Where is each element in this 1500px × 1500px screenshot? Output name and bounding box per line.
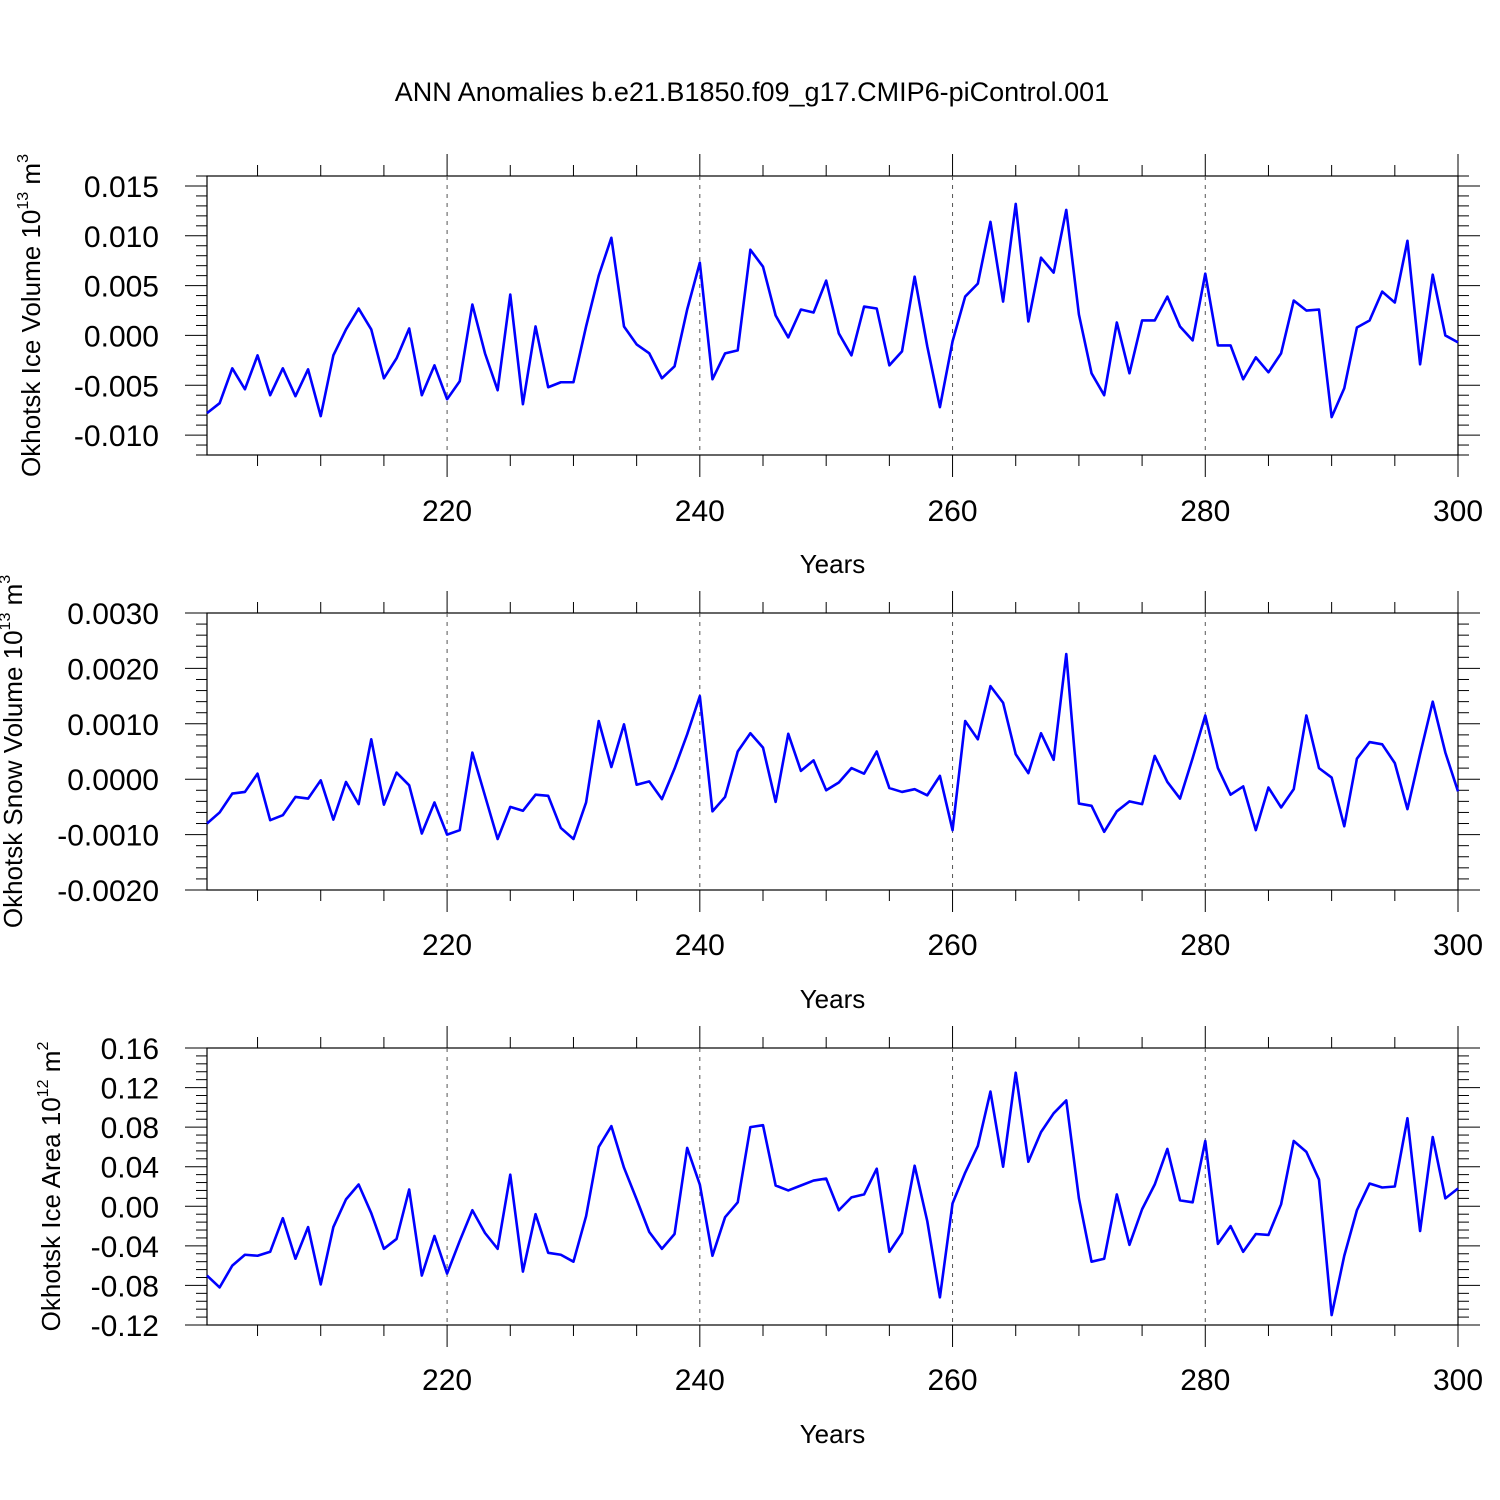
chart-panel-3: 220 240 260 280 300 -0.12 -0.08 -0.04 0.00 0.04 0.… <box>35 1026 1483 1449</box>
x-tick-label: 240 <box>675 929 725 962</box>
plot-frame <box>206 1047 1459 1326</box>
plot-frame <box>206 175 1459 456</box>
y-tick-label: 0.0010 <box>67 709 159 742</box>
chart-panels: 220 240 260 280 300 -0.010 -0.005 0.000 0.005 0.0… <box>0 154 1483 1449</box>
y-tick-label: 0.04 <box>101 1152 159 1185</box>
chart-panel-2: 220 240 260 280 300 -0.0020 -0.0010 0.0000 0.001… <box>0 575 1483 1014</box>
chart-panel-1: 220 240 260 280 300 -0.010 -0.005 0.000 0.005 0.0… <box>15 154 1483 579</box>
y-tick-label: 0.16 <box>101 1033 159 1066</box>
y-tick-label: 0.12 <box>101 1073 159 1106</box>
x-axis-label: Years <box>800 984 866 1014</box>
x-tick-label: 260 <box>928 495 978 528</box>
x-tick-label: 280 <box>1180 929 1230 962</box>
x-tick-label: 240 <box>675 495 725 528</box>
plot-frame <box>206 612 1459 891</box>
y-tick-label: -0.0010 <box>57 820 159 853</box>
series-line <box>206 652 1460 841</box>
y-tick-label: -0.010 <box>74 420 159 453</box>
x-tick-label: 280 <box>1180 495 1230 528</box>
y-tick-label: 0.0020 <box>67 653 159 686</box>
x-tick-label: 220 <box>422 929 472 962</box>
x-tick-label: 260 <box>928 1364 978 1397</box>
y-tick-label: 0.005 <box>84 271 159 304</box>
y-tick-label: -0.0020 <box>57 875 159 908</box>
x-tick-label: 220 <box>422 495 472 528</box>
y-tick-label: -0.08 <box>91 1270 159 1303</box>
figure-title: ANN Anomalies b.e21.B1850.f09_g17.CMIP6-… <box>395 77 1109 107</box>
y-tick-label: -0.04 <box>91 1231 159 1264</box>
x-axis-label: Years <box>800 1419 866 1449</box>
x-tick-label: 220 <box>422 1364 472 1397</box>
y-tick-label: 0.010 <box>84 221 159 254</box>
y-axis-label: Okhotsk Ice Area 1012 m2 <box>35 1042 66 1332</box>
x-tick-label: 300 <box>1433 495 1483 528</box>
x-tick-label: 300 <box>1433 929 1483 962</box>
y-tick-label: -0.12 <box>91 1310 159 1343</box>
y-tick-label: 0.00 <box>101 1191 159 1224</box>
y-axis-label: Okhotsk Ice Volume 1013 m3 <box>15 154 46 477</box>
y-tick-label: 0.0000 <box>67 764 159 797</box>
x-tick-label: 240 <box>675 1364 725 1397</box>
series-line <box>206 202 1459 419</box>
y-tick-label: 0.000 <box>84 320 159 353</box>
y-tick-label: 0.015 <box>84 171 159 204</box>
y-tick-label: 0.08 <box>101 1112 159 1145</box>
y-tick-label: 0.0030 <box>67 598 159 631</box>
y-tick-label: -0.005 <box>74 370 159 403</box>
x-tick-label: 280 <box>1180 1364 1230 1397</box>
x-tick-label: 300 <box>1433 1364 1483 1397</box>
x-axis-label: Years <box>800 549 866 579</box>
y-axis-label: Okhotsk Snow Volume 1013 m3 <box>0 575 28 928</box>
x-tick-label: 260 <box>928 929 978 962</box>
series-line <box>206 1071 1459 1317</box>
